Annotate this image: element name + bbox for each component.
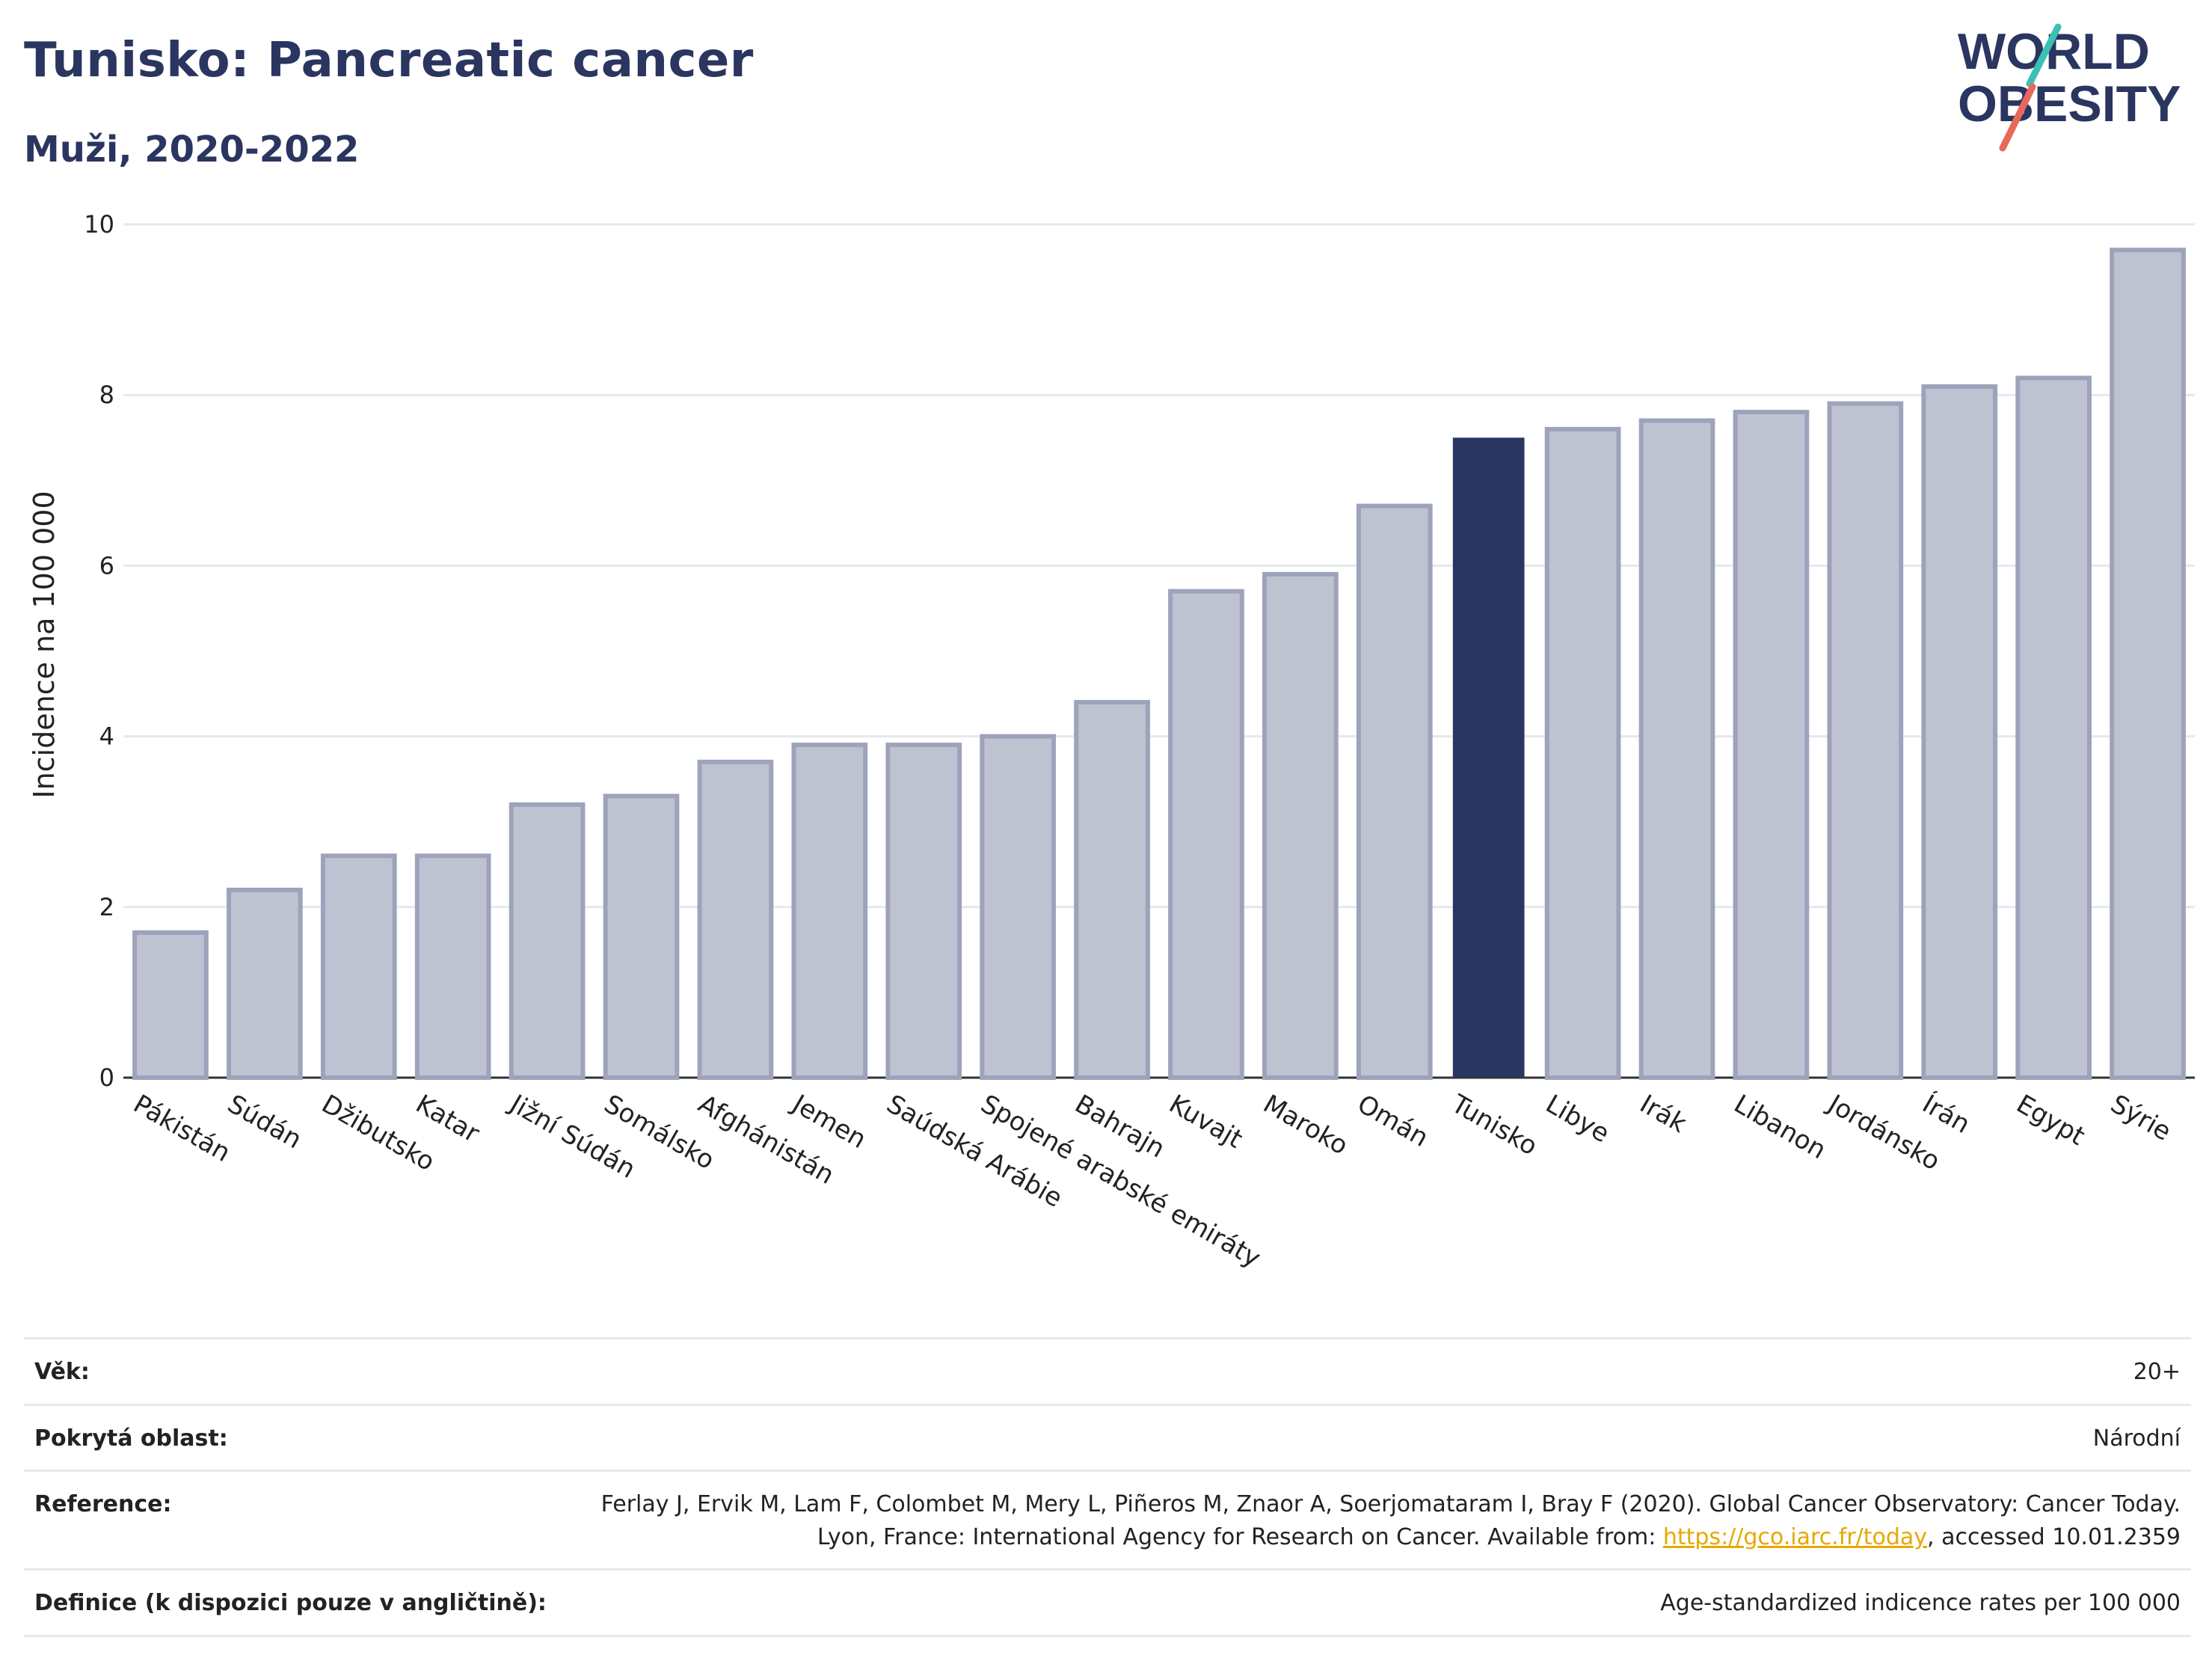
bar bbox=[885, 743, 962, 1080]
x-category-label: Súdán bbox=[222, 1089, 307, 1155]
bar bbox=[227, 887, 303, 1080]
bars bbox=[132, 248, 2186, 1081]
bar bbox=[791, 743, 868, 1080]
age-label: Věk: bbox=[34, 1359, 90, 1385]
reference-label: Reference: bbox=[34, 1491, 172, 1517]
page-subtitle: Muži, 2020-2022 bbox=[24, 129, 360, 171]
reference-text-end: , accessed 10.01.2359 bbox=[1927, 1523, 2181, 1550]
logo-slash-coral bbox=[1999, 83, 2036, 152]
y-tick-label: 4 bbox=[99, 722, 114, 751]
x-category-label: Maroko bbox=[1258, 1089, 1353, 1161]
x-category-label: Omán bbox=[1352, 1089, 1434, 1153]
info-row-definition: Definice (k dispozici pouze v angličtině… bbox=[24, 1569, 2191, 1636]
x-category-label: Írán bbox=[1917, 1088, 1976, 1140]
bar-highlighted bbox=[1452, 437, 1525, 1078]
y-tick-label: 2 bbox=[99, 893, 114, 921]
reference-link[interactable]: https://gco.iarc.fr/today bbox=[1662, 1523, 1928, 1550]
page-title: Tunisko: Pancreatic cancer bbox=[24, 33, 754, 88]
reference-text-start: Ferlay J, Ervik M, Lam F, Colombet M, Me… bbox=[600, 1491, 2181, 1550]
bar bbox=[320, 853, 397, 1081]
x-category-label: Libanon bbox=[1729, 1089, 1831, 1165]
y-axis-title: Incidence na 100 000 bbox=[28, 491, 61, 798]
bar bbox=[1544, 426, 1621, 1080]
bar bbox=[132, 930, 209, 1081]
definition-label: Definice (k dispozici pouze v angličtině… bbox=[34, 1590, 547, 1616]
y-tick-label: 6 bbox=[99, 551, 114, 580]
bar bbox=[1638, 418, 1715, 1080]
info-row-coverage: Pokrytá oblast: Národní bbox=[24, 1404, 2191, 1471]
x-category-label: Tunisko bbox=[1446, 1089, 1542, 1162]
reference-value: Ferlay J, Ervik M, Lam F, Colombet M, Me… bbox=[557, 1471, 2191, 1570]
x-category-label: Katar bbox=[411, 1089, 485, 1149]
bar bbox=[603, 793, 680, 1080]
bar bbox=[414, 853, 491, 1081]
bar bbox=[1356, 503, 1433, 1080]
y-tick-label: 8 bbox=[99, 381, 114, 409]
bar bbox=[2015, 375, 2092, 1080]
bar bbox=[509, 802, 586, 1080]
bar bbox=[697, 759, 774, 1081]
x-category-label: Libye bbox=[1540, 1089, 1615, 1149]
info-table: Věk: 20+ Pokrytá oblast: Národní Referen… bbox=[24, 1337, 2191, 1637]
definition-value: Age-standardized indicence rates per 100… bbox=[1660, 1590, 2181, 1616]
x-category-label: Irák bbox=[1635, 1089, 1692, 1139]
logo-slash-teal bbox=[2026, 23, 2062, 87]
bar bbox=[1827, 401, 1904, 1080]
coverage-label: Pokrytá oblast: bbox=[34, 1425, 228, 1452]
info-row-age: Věk: 20+ bbox=[24, 1338, 2191, 1405]
logo-line-2: OBESITY bbox=[1958, 76, 2181, 132]
x-category-label: Kuvajt bbox=[1164, 1089, 1247, 1155]
bar bbox=[980, 734, 1056, 1080]
bar bbox=[2110, 248, 2186, 1081]
y-tick-label: 0 bbox=[99, 1063, 114, 1092]
info-row-reference: Reference: Ferlay J, Ervik M, Lam F, Col… bbox=[24, 1470, 2191, 1570]
age-value: 20+ bbox=[2133, 1359, 2181, 1385]
coverage-value: Národní bbox=[2092, 1425, 2181, 1452]
y-tick-labels: 0 2 4 6 8 10 bbox=[84, 210, 114, 1092]
x-category-label: Sýrie bbox=[2106, 1089, 2177, 1147]
bar bbox=[1168, 589, 1244, 1080]
bar bbox=[1733, 410, 1810, 1080]
x-category-label: Egypt bbox=[2012, 1089, 2090, 1152]
bar bbox=[1074, 699, 1150, 1081]
x-category-label: Pákistán bbox=[128, 1089, 235, 1168]
world-obesity-logo: WORLD OBESITY bbox=[1958, 23, 2181, 152]
bar bbox=[1262, 571, 1339, 1080]
y-tick-label: 10 bbox=[84, 210, 114, 239]
bar bbox=[1921, 384, 1998, 1081]
